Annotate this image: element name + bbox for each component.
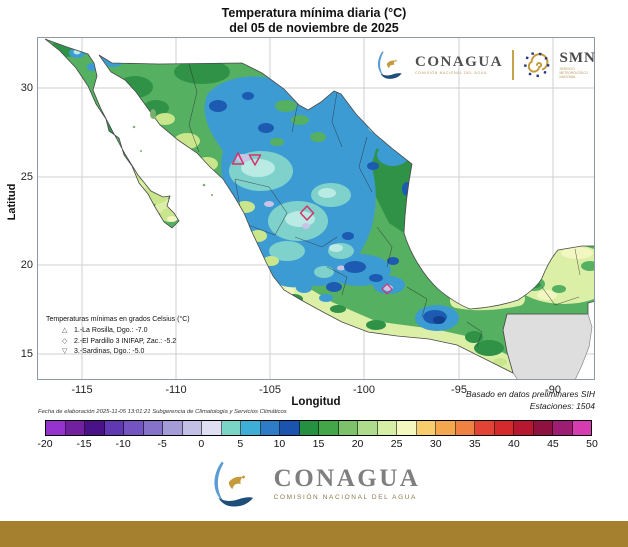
colorbar-segment [104, 421, 124, 435]
station-legend-item: ▽ 3.-Sardinas, Dgo.: -5.0 [62, 347, 190, 358]
mexico-map [37, 37, 595, 380]
colorbar-label-5: 5 [237, 438, 244, 450]
y-tick-15: 15 [20, 348, 33, 360]
marker-el-pardillo [299, 205, 315, 221]
smn-spiral-icon [523, 52, 550, 78]
colorbar-segment [533, 421, 553, 435]
colorbar-segment [46, 421, 66, 435]
station-marker-icon: △ [62, 327, 68, 334]
station-marker-icon: ◇ [62, 337, 68, 345]
colorbar-label-10: 10 [273, 438, 286, 450]
colorbar-segment [85, 421, 105, 435]
station-markers [231, 152, 393, 295]
temperature-colorbar [45, 420, 592, 436]
colorbar-segment [163, 421, 183, 435]
colorbar-segment [260, 421, 280, 435]
colorbar-label--20: -20 [37, 438, 53, 450]
colorbar-label-45: 45 [547, 438, 559, 450]
colorbar-segment [572, 421, 591, 435]
colorbar-segment [514, 421, 534, 435]
colorbar-segment [397, 421, 417, 435]
footer-gold-bar [0, 521, 628, 547]
title-line1: Temperatura mínima diaria (°C) [221, 6, 407, 20]
colorbar-segment [280, 421, 300, 435]
marker-sardinas [248, 154, 262, 166]
colorbar-label--10: -10 [115, 438, 131, 450]
station-legend-text: 1.-La Rosilla, Dgo.: -7.0 [74, 327, 148, 334]
footer-logo: CONAGUA COMISIÓN NACIONAL DEL AGUA [0, 458, 628, 510]
colorbar-label-15: 15 [312, 438, 325, 450]
colorbar-segment [143, 421, 163, 435]
station-marker-icon: ▽ [62, 348, 68, 355]
footer-subtitle: COMISIÓN NACIONAL DEL AGUA [273, 494, 417, 502]
conagua-footer-icon [214, 461, 253, 507]
based-on-note: Basado en datos preliminares SIH [466, 389, 595, 399]
x-tick--90: -90 [545, 384, 561, 396]
smn-wordmark: SMN [559, 49, 596, 66]
colorbar-segment [338, 421, 358, 435]
colorbar-segment [377, 421, 397, 435]
title-line2: del 05 de noviembre de 2025 [229, 21, 399, 36]
colorbar-segment [455, 421, 475, 435]
station-legend-item: △ 1.-La Rosilla, Dgo.: -7.0 [62, 326, 190, 337]
stations-count: Estaciones: 1504 [529, 401, 595, 411]
station-legend-text: 3.-Sardinas, Dgo.: -5.0 [74, 348, 145, 355]
x-axis-title: Longitud [291, 396, 341, 408]
x-tick--95: -95 [451, 384, 467, 396]
mexico-map-svg [37, 37, 595, 380]
colorbar-segment [124, 421, 144, 435]
x-tick--105: -105 [258, 384, 282, 396]
colorbar-label--15: -15 [76, 438, 92, 450]
colorbar-segment [65, 421, 85, 435]
colorbar-labels: -20 -15 -10 -5 0 5 10 15 20 25 30 35 40 45 50 [37, 438, 597, 452]
islands [132, 109, 213, 196]
elaboration-note: Fecha de elaboración 2025-11-05 13:01:21… [38, 409, 287, 415]
colorbar-label-35: 35 [468, 438, 481, 450]
colorbar-label-20: 20 [351, 438, 364, 450]
colorbar-segment [553, 421, 573, 435]
conagua-wordmark: CONAGUA [415, 53, 503, 70]
station-legend: Temperaturas mínimas en grados Celsius (… [46, 316, 190, 358]
colorbar-segment [241, 421, 261, 435]
marker-la-rosilla [231, 152, 245, 165]
y-tick-20: 20 [20, 259, 33, 271]
logo-divider [512, 50, 514, 80]
colorbar-label-25: 25 [390, 438, 403, 450]
colorbar-segment [299, 421, 319, 435]
conagua-logo-icon [377, 51, 402, 79]
colorbar-label-0: 0 [198, 438, 205, 450]
y-tick-30: 30 [20, 82, 33, 94]
colorbar-segment [416, 421, 436, 435]
colorbar-segment [319, 421, 339, 435]
colorbar-segment [221, 421, 241, 435]
colorbar-label--5: -5 [157, 438, 167, 450]
header-logos: CONAGUA COMISIÓN NACIONAL DEL AGUA SMN S… [374, 45, 604, 85]
page-title: Temperatura mínima diaria (°C) del 05 de… [0, 6, 628, 37]
colorbar-segment [358, 421, 378, 435]
station-legend-text: 2.-El Pardillo 3 INIFAP, Zac.: -5.2 [74, 337, 177, 345]
marker-extra-cold-spot [381, 283, 393, 295]
station-legend-item: ◇ 2.-El Pardillo 3 INIFAP, Zac.: -5.2 [62, 337, 190, 348]
colorbar-label-30: 30 [429, 438, 442, 450]
y-axis-title: Latitud [6, 183, 18, 221]
colorbar-segment [202, 421, 222, 435]
y-tick-25: 25 [20, 171, 33, 183]
colorbar-segment [182, 421, 202, 435]
smn-subtitle: SERVICIO METEOROLÓGICO NACIONAL [559, 66, 589, 80]
footer-wordmark: CONAGUA [273, 465, 421, 493]
x-tick--110: -110 [165, 384, 187, 396]
colorbar-label-40: 40 [508, 438, 520, 450]
x-tick--115: -115 [71, 384, 93, 396]
colorbar-label-50: 50 [586, 438, 598, 450]
colorbar-segment [436, 421, 456, 435]
colorbar-segment [494, 421, 514, 435]
station-legend-title: Temperaturas mínimas en grados Celsius (… [46, 316, 190, 323]
conagua-subtitle: COMISIÓN NACIONAL DEL AGUA [415, 70, 487, 75]
colorbar-segment [475, 421, 495, 435]
guatemala-belize-region [502, 313, 593, 380]
x-tick--100: -100 [352, 384, 376, 396]
